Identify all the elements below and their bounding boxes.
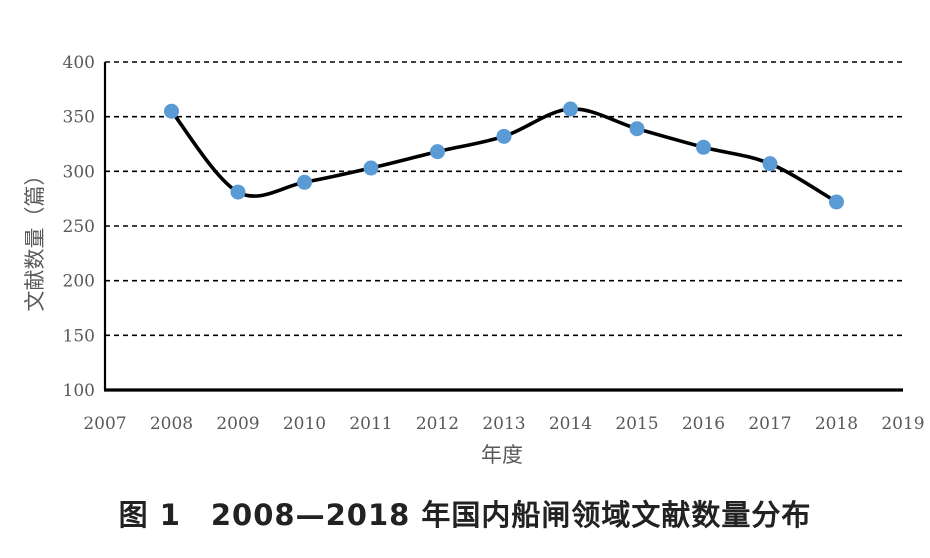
x-axis-title: 年度 (481, 443, 523, 467)
x-tick-label: 2008 (150, 414, 193, 434)
y-tick-label: 100 (63, 381, 95, 401)
y-tick-label: 200 (63, 272, 95, 292)
data-point-2015 (629, 121, 645, 137)
x-tick-label: 2012 (416, 414, 459, 434)
data-point-2016 (696, 139, 711, 155)
data-point-2012 (430, 144, 445, 160)
y-axis-title: 文献数量（篇） (23, 165, 47, 312)
x-tick-label: 2017 (748, 414, 791, 434)
y-tick-label: 350 (63, 108, 95, 128)
x-tick-label: 2018 (815, 414, 858, 434)
data-point-2017 (762, 156, 778, 172)
data-point-2009 (230, 184, 246, 200)
data-points (164, 101, 844, 210)
data-point-2011 (363, 160, 379, 176)
x-tick-label: 2010 (283, 414, 326, 434)
y-tick-label: 150 (63, 326, 95, 346)
x-tick-labels: 2007 2008 2009 2010 2011 2012 2013 2014 2015 2016… (83, 414, 924, 434)
x-tick-label: 2015 (615, 414, 658, 434)
figure-caption: 图 1 2008—2018 年国内船闸领域文献数量分布 (118, 498, 812, 532)
y-tick-label: 300 (63, 162, 95, 182)
data-point-2018 (829, 194, 844, 210)
axes (103, 62, 903, 392)
y-tick-label: 250 (63, 217, 95, 237)
data-point-2008 (164, 103, 179, 119)
gridlines (105, 61, 903, 337)
y-tick-labels: 100 150 200 250 300 350 400 (63, 53, 95, 401)
data-point-2013 (496, 128, 512, 144)
x-tick-label: 2009 (216, 414, 259, 434)
x-tick-label: 2013 (482, 414, 525, 434)
x-tick-label: 2007 (83, 414, 126, 434)
x-tick-label: 2011 (349, 414, 392, 434)
y-tick-label: 400 (63, 53, 95, 73)
x-tick-label: 2019 (881, 414, 924, 434)
series-line (170, 107, 838, 204)
x-tick-label: 2014 (549, 414, 592, 434)
data-point-2014 (563, 101, 578, 117)
x-tick-label: 2016 (682, 414, 725, 434)
data-point-2010 (297, 174, 312, 190)
